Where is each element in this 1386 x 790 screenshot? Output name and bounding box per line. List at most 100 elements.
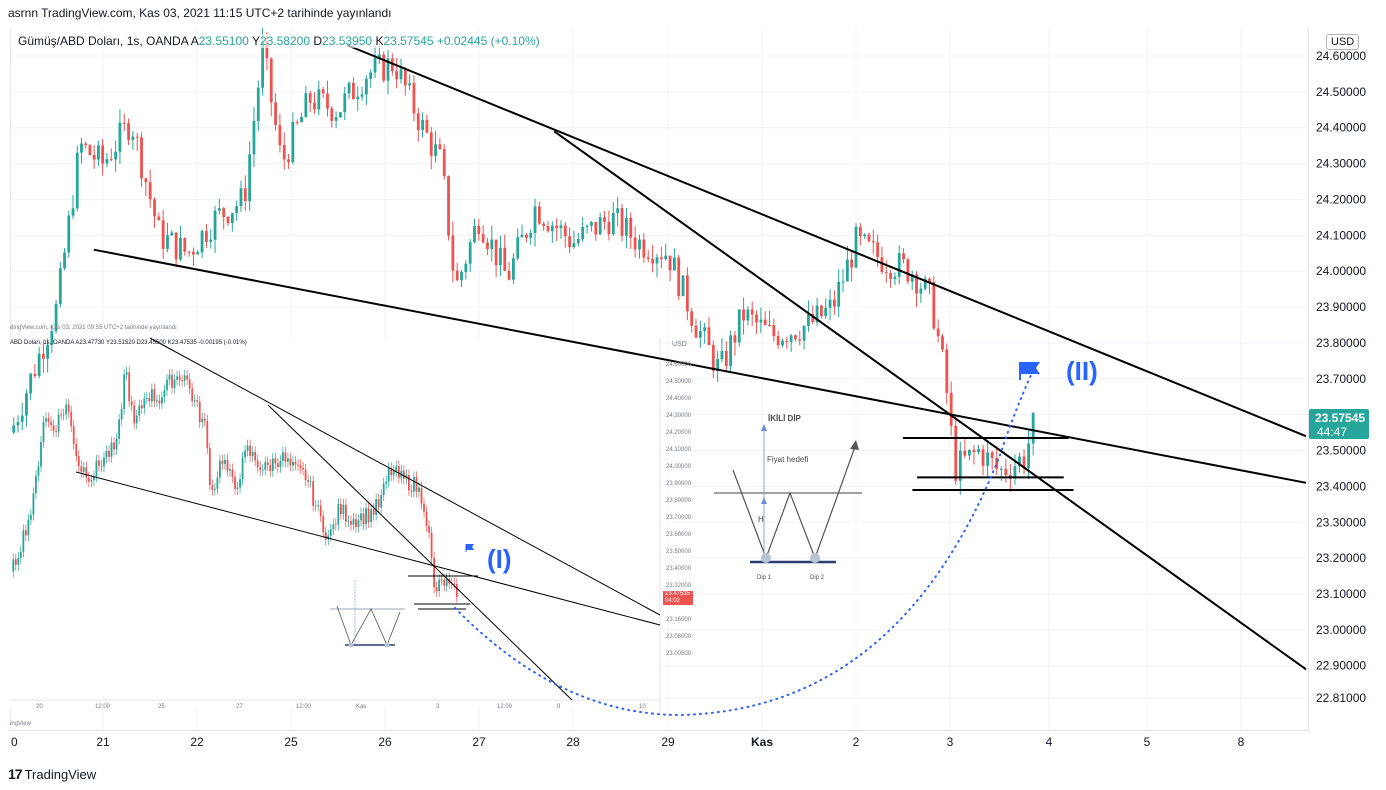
inset-candle-body xyxy=(128,372,131,402)
inset-candle-body xyxy=(387,468,390,482)
candle-body xyxy=(105,159,109,164)
price-tick-label: 23.10000 xyxy=(1316,587,1366,601)
candle-body xyxy=(972,449,976,453)
candle-body xyxy=(750,309,754,315)
candle-body xyxy=(958,450,962,481)
candle-body xyxy=(373,58,377,73)
candle-body xyxy=(92,155,96,160)
candle-body xyxy=(690,311,694,326)
candle-body xyxy=(295,121,299,123)
inset-candle-body xyxy=(287,458,289,462)
candle-body xyxy=(576,239,580,244)
candle-body xyxy=(642,239,646,258)
candle-body xyxy=(84,143,88,146)
inset-candle-body xyxy=(171,374,173,388)
inset-candle-body xyxy=(173,379,176,388)
inset-candle-body xyxy=(445,578,448,586)
price-tick-label: 24.50000 xyxy=(1316,85,1366,99)
time-axis[interactable]: 0 21 22 25 26 27 28 29 Kas 2 3 4 5 8 xyxy=(11,735,1245,749)
candle-body xyxy=(33,373,37,376)
inset-time-tick: 10 xyxy=(639,704,646,710)
candle-body xyxy=(183,238,187,252)
candle-body xyxy=(524,234,528,238)
inset-price-tick: 23.40000 xyxy=(666,566,692,572)
time-tick-label: 27 xyxy=(472,735,486,749)
candle-body xyxy=(282,145,286,160)
inset-price-tick: 23.70000 xyxy=(666,515,692,521)
inset-candle-body xyxy=(65,404,68,415)
candle-body xyxy=(192,251,195,255)
candle-body xyxy=(516,237,520,259)
candle-body xyxy=(503,247,507,271)
inset-candle-body xyxy=(435,587,438,592)
inset-candle-body xyxy=(319,505,322,517)
currency-button[interactable]: USD xyxy=(1326,34,1360,50)
inset-candle-body xyxy=(259,467,262,471)
inset-time-tick: 12:00 xyxy=(497,704,513,710)
inset-candle-body xyxy=(176,376,178,380)
inset-candle-body xyxy=(322,516,325,533)
trendline xyxy=(93,248,1307,484)
candle-body xyxy=(382,54,386,81)
price-tick-label: 23.90000 xyxy=(1316,300,1366,314)
candle-body xyxy=(1031,412,1035,444)
dip-height-label: H xyxy=(758,515,764,524)
inset-candle-body xyxy=(95,460,98,477)
inset-candle-body xyxy=(135,415,138,424)
inset-candle-body xyxy=(47,418,50,422)
label-two: (II) xyxy=(1066,356,1098,386)
candle-body xyxy=(785,340,789,343)
bar-countdown: 44:47 xyxy=(1317,425,1348,439)
candle-body xyxy=(360,94,364,97)
candle-body xyxy=(963,450,967,456)
candle-body xyxy=(187,251,191,253)
inset-time-tick: 25 xyxy=(158,704,165,710)
inset-candle-body xyxy=(261,469,264,471)
inset-candle-body xyxy=(292,461,294,466)
inset-candle-body xyxy=(239,479,241,488)
candle-body xyxy=(75,152,79,209)
candle-body xyxy=(16,421,20,426)
inset-candle-body xyxy=(85,467,88,478)
inset-candle-body xyxy=(357,520,360,527)
inset-price-tick: 23.32000 xyxy=(666,583,692,589)
inset-candle-body xyxy=(183,375,186,381)
inset-candle-body xyxy=(40,441,42,467)
candle-body xyxy=(811,314,815,323)
price-axis[interactable]: 24.60000 24.50000 24.40000 24.30000 24.20000… xyxy=(1316,49,1366,705)
trendline xyxy=(553,130,1307,671)
candle-body xyxy=(768,324,771,326)
low-label: D xyxy=(313,34,323,48)
candle-body xyxy=(447,176,450,236)
candle-body xyxy=(114,151,117,160)
inset-trendline-steep xyxy=(267,404,573,701)
candle-body xyxy=(828,299,832,308)
footer-brand[interactable]: 17 TradingView xyxy=(8,766,96,782)
price-tick-label: 24.40000 xyxy=(1316,121,1366,135)
inset-candle-body xyxy=(110,442,113,457)
inset-candle-body xyxy=(163,390,166,398)
candle-body xyxy=(681,275,685,297)
inset-currency: USD xyxy=(672,341,687,348)
candle-body xyxy=(127,123,130,140)
candle-body xyxy=(941,336,944,350)
candle-body xyxy=(157,216,161,221)
candle-body xyxy=(12,425,16,433)
candle-body xyxy=(733,335,737,343)
candle-body xyxy=(716,359,720,371)
candle-body xyxy=(317,89,321,110)
candle-body xyxy=(616,208,620,213)
candle-body xyxy=(287,159,290,163)
inset-candle-body xyxy=(254,451,257,461)
price-tick-label: 24.20000 xyxy=(1316,192,1366,206)
inset-candle-body xyxy=(428,525,430,533)
price-tick-label: 23.50000 xyxy=(1316,444,1366,458)
candle-body xyxy=(153,199,156,217)
inset-candle-body xyxy=(329,529,332,536)
candle-body xyxy=(205,230,208,242)
candle-body xyxy=(659,257,663,260)
target-flag-icon xyxy=(1019,362,1040,380)
candle-body xyxy=(512,258,515,280)
inset-price-tag: 23.47535 04:02 xyxy=(663,591,693,605)
